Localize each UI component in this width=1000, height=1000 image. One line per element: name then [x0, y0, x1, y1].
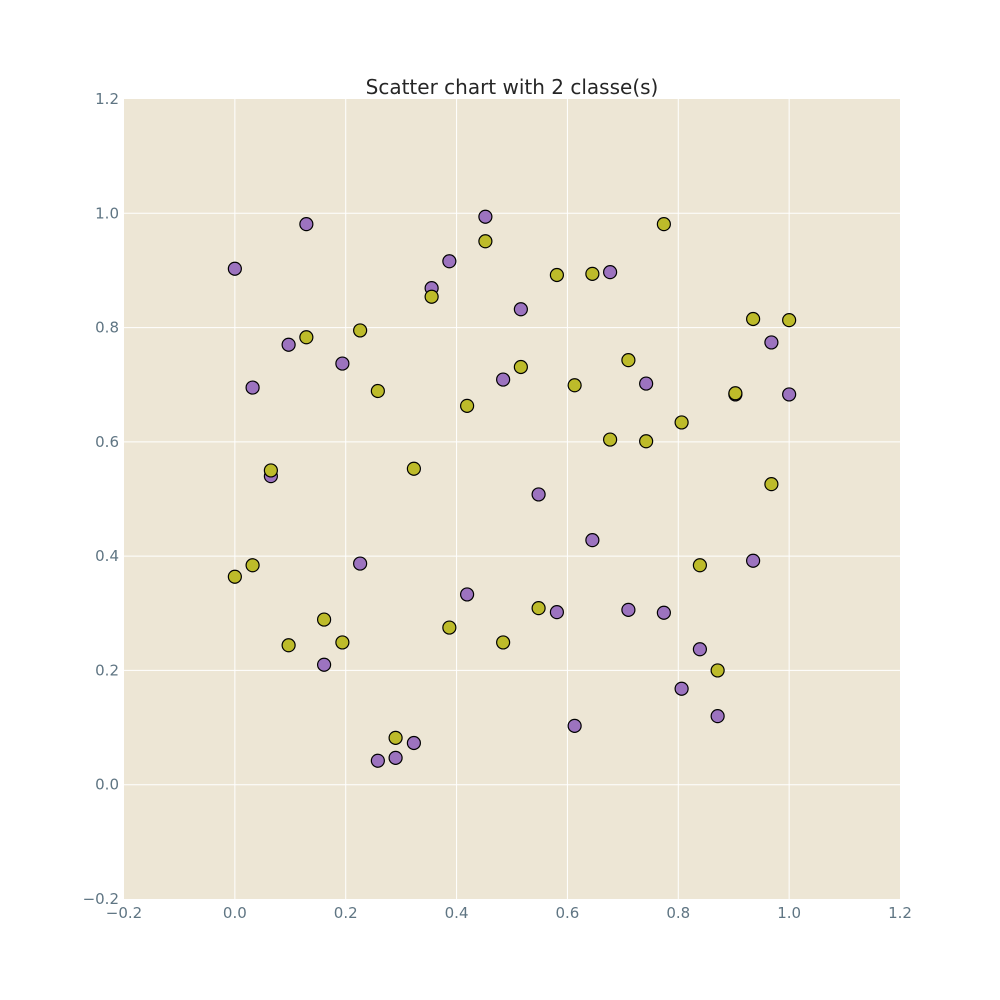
y-gridlines [124, 212, 900, 786]
scatter-point-class-1 [388, 750, 403, 765]
scatter-point-class-2 [549, 267, 564, 283]
scatter-point-class-2 [782, 313, 797, 328]
scatter-point-class-1 [281, 337, 296, 352]
scatter-point-class-1 [639, 376, 654, 391]
scatter-point-class-1 [674, 681, 689, 696]
plot-area [124, 99, 900, 899]
scatter-point-class-2 [299, 330, 314, 345]
scatter-point-class-1 [370, 753, 385, 768]
scatter-point-class-2 [674, 415, 689, 430]
scatter-point-class-1 [531, 487, 546, 502]
scatter-point-class-1 [406, 735, 421, 751]
scatter-point-class-2 [442, 620, 457, 635]
scatter-point-class-2 [710, 663, 725, 678]
scatter-point-class-2 [513, 359, 528, 375]
x-tick-label: 0.6 [555, 904, 579, 922]
scatter-point-class-1 [692, 642, 708, 657]
scatter-point-class-1 [585, 533, 600, 548]
y-tick-label: 0.6 [95, 433, 119, 451]
scatter-point-class-1 [549, 605, 564, 620]
scatter-point-class-1 [316, 657, 332, 672]
x-tick-label: 1.0 [777, 904, 801, 922]
scatter-point-class-1 [621, 602, 636, 617]
scatter-point-class-2 [746, 311, 761, 327]
scatter-point-class-2 [316, 612, 332, 627]
y-tick-label: 1.2 [95, 90, 119, 108]
x-tick-label: 0.0 [223, 904, 247, 922]
scatter-point-class-1 [656, 605, 671, 620]
scatter-point-class-1 [227, 261, 242, 276]
scatter-point-class-1 [245, 380, 260, 395]
x-tick-label: 0.8 [666, 904, 690, 922]
scatter-point-class-2 [406, 461, 421, 476]
scatter-point-class-1 [299, 217, 314, 232]
y-tick-label: 0.8 [95, 319, 119, 337]
scatter-point-class-2 [567, 378, 582, 393]
scatter-point-class-2 [656, 217, 671, 232]
scatter-point-class-1 [603, 265, 618, 280]
scatter-point-class-2 [692, 558, 708, 573]
scatter-point-class-2 [728, 386, 743, 401]
x-gridlines [234, 99, 790, 899]
scatter-point-class-1 [710, 709, 725, 724]
scatter-point-class-2 [478, 234, 493, 249]
scatter-point-class-2 [227, 569, 242, 584]
scatter-point-class-2 [585, 266, 600, 281]
x-tick-label: −0.2 [106, 904, 142, 922]
scatter-point-class-2 [245, 558, 260, 573]
scatter-point-class-2 [496, 635, 511, 650]
x-tick-label: 0.2 [334, 904, 358, 922]
scatter-point-class-1 [353, 556, 368, 571]
x-axis-tick-labels: −0.2 0.0 0.2 0.4 0.6 0.8 1.0 1.2 [106, 904, 912, 922]
scatter-point-class-2 [764, 477, 779, 492]
scatter-point-class-2 [531, 601, 546, 616]
y-tick-label: −0.2 [83, 890, 119, 908]
data-points [227, 209, 797, 768]
y-tick-label: 1.0 [95, 204, 119, 222]
scatter-point-class-2 [370, 383, 385, 399]
scatter-point-class-2 [353, 323, 368, 338]
scatter-point-class-2 [639, 434, 654, 449]
scatter-point-class-1 [442, 254, 457, 269]
scatter-point-class-2 [388, 730, 403, 745]
chart-title: Scatter chart with 2 classe(s) [366, 75, 659, 99]
y-axis-tick-labels: −0.2 0.0 0.2 0.4 0.6 0.8 1.0 1.2 [83, 90, 119, 908]
scatter-point-class-1 [567, 718, 582, 733]
x-tick-label: 0.4 [445, 904, 469, 922]
scatter-point-class-2 [335, 635, 350, 650]
scatter-point-class-1 [746, 553, 761, 568]
scatter-point-class-1 [478, 209, 493, 224]
scatter-point-class-1 [496, 372, 511, 387]
scatter-point-class-1 [460, 587, 475, 602]
x-tick-label: 1.2 [888, 904, 912, 922]
y-tick-label: 0.2 [95, 661, 119, 679]
y-tick-label: 0.0 [95, 776, 119, 794]
scatter-point-class-1 [335, 356, 350, 371]
y-tick-label: 0.4 [95, 547, 119, 565]
scatter-point-class-1 [782, 387, 797, 402]
scatter-point-class-2 [263, 463, 278, 478]
scatter-point-class-2 [621, 353, 636, 368]
scatter-point-class-1 [764, 335, 779, 350]
scatter-point-class-2 [603, 432, 618, 447]
scatter-point-class-1 [513, 302, 528, 317]
scatter-point-class-2 [281, 638, 296, 653]
scatter-point-class-2 [424, 289, 439, 304]
scatter-point-class-2 [460, 398, 475, 413]
